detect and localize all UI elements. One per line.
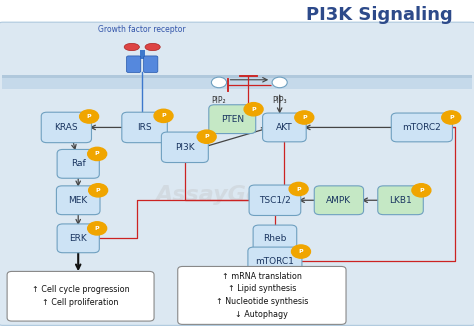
FancyBboxPatch shape	[378, 186, 423, 214]
Text: Growth factor receptor: Growth factor receptor	[99, 25, 186, 34]
Circle shape	[88, 222, 107, 235]
FancyBboxPatch shape	[161, 132, 209, 163]
Text: AssayGenie: AssayGenie	[155, 185, 300, 205]
FancyBboxPatch shape	[391, 113, 452, 142]
FancyBboxPatch shape	[57, 150, 100, 178]
FancyBboxPatch shape	[249, 185, 301, 215]
FancyBboxPatch shape	[0, 22, 474, 325]
Text: P: P	[95, 151, 100, 157]
Ellipse shape	[145, 43, 160, 51]
Circle shape	[412, 184, 431, 197]
Text: P: P	[299, 249, 303, 254]
FancyBboxPatch shape	[122, 112, 167, 143]
FancyBboxPatch shape	[144, 56, 158, 72]
Text: P: P	[96, 188, 100, 193]
FancyBboxPatch shape	[314, 186, 364, 214]
FancyBboxPatch shape	[178, 266, 346, 324]
Circle shape	[289, 182, 308, 196]
Text: Rheb: Rheb	[263, 234, 287, 244]
Text: mTORC1: mTORC1	[255, 257, 294, 266]
Text: PTEN: PTEN	[221, 115, 244, 124]
Text: IRS: IRS	[137, 123, 152, 132]
Text: KRAS: KRAS	[55, 123, 78, 132]
Text: P: P	[95, 226, 100, 231]
Text: AMPK: AMPK	[326, 196, 352, 205]
Text: P: P	[296, 186, 301, 192]
FancyBboxPatch shape	[248, 247, 302, 276]
Text: P: P	[419, 188, 424, 193]
Text: P: P	[302, 115, 307, 120]
FancyBboxPatch shape	[57, 224, 100, 253]
Text: P: P	[449, 115, 454, 120]
FancyBboxPatch shape	[41, 112, 91, 143]
Text: mTORC2: mTORC2	[402, 123, 441, 132]
Circle shape	[295, 111, 314, 124]
Circle shape	[88, 147, 107, 161]
Text: PIP₂: PIP₂	[212, 96, 226, 105]
Circle shape	[442, 111, 461, 124]
Text: LKB1: LKB1	[389, 196, 412, 205]
Text: TSC1/2: TSC1/2	[259, 196, 291, 205]
Text: PI3K Signaling: PI3K Signaling	[306, 6, 453, 24]
Bar	[2, 75, 472, 78]
Text: ↑ Cell cycle progression
↑ Cell proliferation: ↑ Cell cycle progression ↑ Cell prolifer…	[32, 285, 129, 307]
Circle shape	[292, 245, 310, 258]
Circle shape	[80, 110, 99, 123]
Text: ERK: ERK	[69, 234, 87, 243]
Text: ↑ mRNA translation
↑ Lipid synthesis
↑ Nucleotide synthesis
↓ Autophagy: ↑ mRNA translation ↑ Lipid synthesis ↑ N…	[216, 272, 308, 319]
Bar	[2, 75, 472, 89]
Text: PIP₃: PIP₃	[273, 96, 287, 105]
Circle shape	[89, 184, 108, 197]
FancyBboxPatch shape	[56, 186, 100, 214]
Ellipse shape	[124, 43, 139, 51]
FancyBboxPatch shape	[209, 105, 255, 133]
Circle shape	[244, 103, 263, 116]
FancyBboxPatch shape	[7, 271, 154, 321]
FancyBboxPatch shape	[253, 225, 297, 253]
Text: AKT: AKT	[276, 123, 293, 132]
Text: P: P	[161, 113, 166, 118]
FancyBboxPatch shape	[127, 56, 141, 72]
Text: P: P	[251, 107, 256, 112]
Circle shape	[154, 109, 173, 122]
Text: Raf: Raf	[71, 159, 86, 168]
Text: MEK: MEK	[69, 196, 88, 205]
Circle shape	[211, 77, 227, 88]
FancyBboxPatch shape	[263, 113, 306, 142]
Circle shape	[197, 130, 216, 143]
Text: P: P	[204, 134, 209, 139]
Bar	[140, 50, 145, 59]
Text: P: P	[87, 114, 91, 119]
Text: PI3K: PI3K	[175, 143, 195, 152]
Circle shape	[272, 77, 287, 88]
